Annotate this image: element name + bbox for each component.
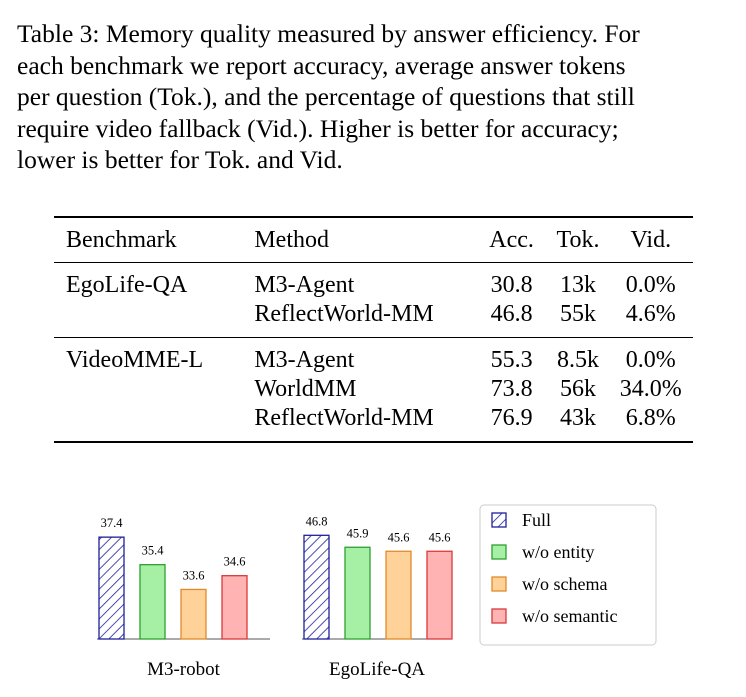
legend-swatch <box>491 576 507 592</box>
benchmark-cell: VideoMME-L <box>66 347 204 373</box>
ablation-bar-chart: 37.4 35.4 33.6 34.6 M3-robot 46.8 45.9 45.6 45.6… <box>97 504 657 680</box>
header-acc: Acc. <box>489 227 534 253</box>
caption-line: lower is better for Tok. and Vid. <box>17 145 343 174</box>
bar-value-label: 46.8 <box>306 514 328 528</box>
legend-swatch <box>491 544 507 560</box>
method-cell: ReflectWorld-MM <box>254 405 434 431</box>
table-row: WorldMM 73.8 56k 34.0% <box>54 375 693 404</box>
bar-value-label: 37.4 <box>101 516 124 530</box>
header-tok: Tok. <box>556 227 600 253</box>
header-method: Method <box>254 227 330 253</box>
bar <box>426 550 453 640</box>
category-label: M3-robot <box>147 659 221 680</box>
tok-cell: 13k <box>560 272 597 298</box>
header-benchmark: Benchmark <box>66 227 177 253</box>
bar-value-label: 34.6 <box>224 555 246 569</box>
bar-value-label: 45.6 <box>429 530 451 544</box>
table-row: EgoLife-QA M3-Agent 30.8 13k 0.0% <box>54 263 693 301</box>
acc-cell: 55.3 <box>490 347 533 373</box>
acc-cell: 30.8 <box>490 272 533 298</box>
bar <box>303 534 330 640</box>
vid-cell: 0.0% <box>625 347 676 373</box>
legend-swatch <box>491 512 507 528</box>
legend-label: w/o schema <box>522 574 607 594</box>
legend-label: w/o entity <box>522 542 595 562</box>
acc-cell: 73.8 <box>490 376 533 402</box>
method-cell: ReflectWorld-MM <box>254 301 434 327</box>
table-header-row: Benchmark Method Acc. Tok. Vid. <box>54 217 693 263</box>
tok-cell: 56k <box>560 376 597 402</box>
bar <box>221 575 248 640</box>
results-table: Benchmark Method Acc. Tok. Vid. EgoLife-… <box>54 216 693 443</box>
bar <box>180 588 207 640</box>
bar <box>344 546 371 640</box>
chart-legend: Full w/o entity w/o schema w/o semantic <box>479 504 657 646</box>
method-cell: M3-Agent <box>254 347 355 373</box>
legend-frame <box>479 504 657 646</box>
bar-value-label: 33.6 <box>183 568 205 582</box>
bar <box>98 536 125 640</box>
table-row: VideoMME-L M3-Agent 55.3 8.5k 0.0% <box>54 338 693 376</box>
tok-cell: 43k <box>560 405 597 431</box>
tok-cell: 8.5k <box>557 347 600 373</box>
vid-cell: 4.6% <box>625 301 676 327</box>
table-group-videomme: VideoMME-L M3-Agent 55.3 8.5k 0.0% World… <box>54 338 693 442</box>
method-cell: WorldMM <box>254 376 357 402</box>
caption-line: each benchmark we report accuracy, avera… <box>17 50 626 80</box>
table-group-egolife: EgoLife-QA M3-Agent 30.8 13k 0.0% Reflec… <box>54 263 693 338</box>
category-label: EgoLife-QA <box>329 659 425 680</box>
vid-cell: 0.0% <box>625 272 676 298</box>
caption-line: Table 3: Memory quality measured by answ… <box>17 19 640 48</box>
method-cell: M3-Agent <box>254 272 355 298</box>
bar-value-label: 45.9 <box>347 526 369 540</box>
tok-cell: 55k <box>560 301 597 327</box>
legend-label: Full <box>522 510 551 530</box>
bar-value-label: 45.6 <box>388 530 410 544</box>
vid-cell: 34.0% <box>619 376 682 402</box>
bar <box>139 564 166 640</box>
caption-line: per question (Tok.), and the percentage … <box>17 82 635 111</box>
bar <box>385 550 412 640</box>
header-vid: Vid. <box>630 227 672 253</box>
legend-label: w/o semantic <box>522 606 617 626</box>
caption-line: require video fallback (Vid.). Higher is… <box>17 113 619 143</box>
vid-cell: 6.8% <box>625 405 676 431</box>
benchmark-cell: EgoLife-QA <box>66 272 188 298</box>
table-row: ReflectWorld-MM 76.9 43k 6.8% <box>54 404 693 442</box>
table-row: ReflectWorld-MM 46.8 55k 4.6% <box>54 300 693 338</box>
acc-cell: 76.9 <box>490 405 533 431</box>
acc-cell: 46.8 <box>490 301 533 327</box>
legend-swatch <box>491 608 507 624</box>
bar-value-label: 35.4 <box>142 544 165 558</box>
table-caption: Table 3: Memory quality measured by answ… <box>17 18 729 176</box>
